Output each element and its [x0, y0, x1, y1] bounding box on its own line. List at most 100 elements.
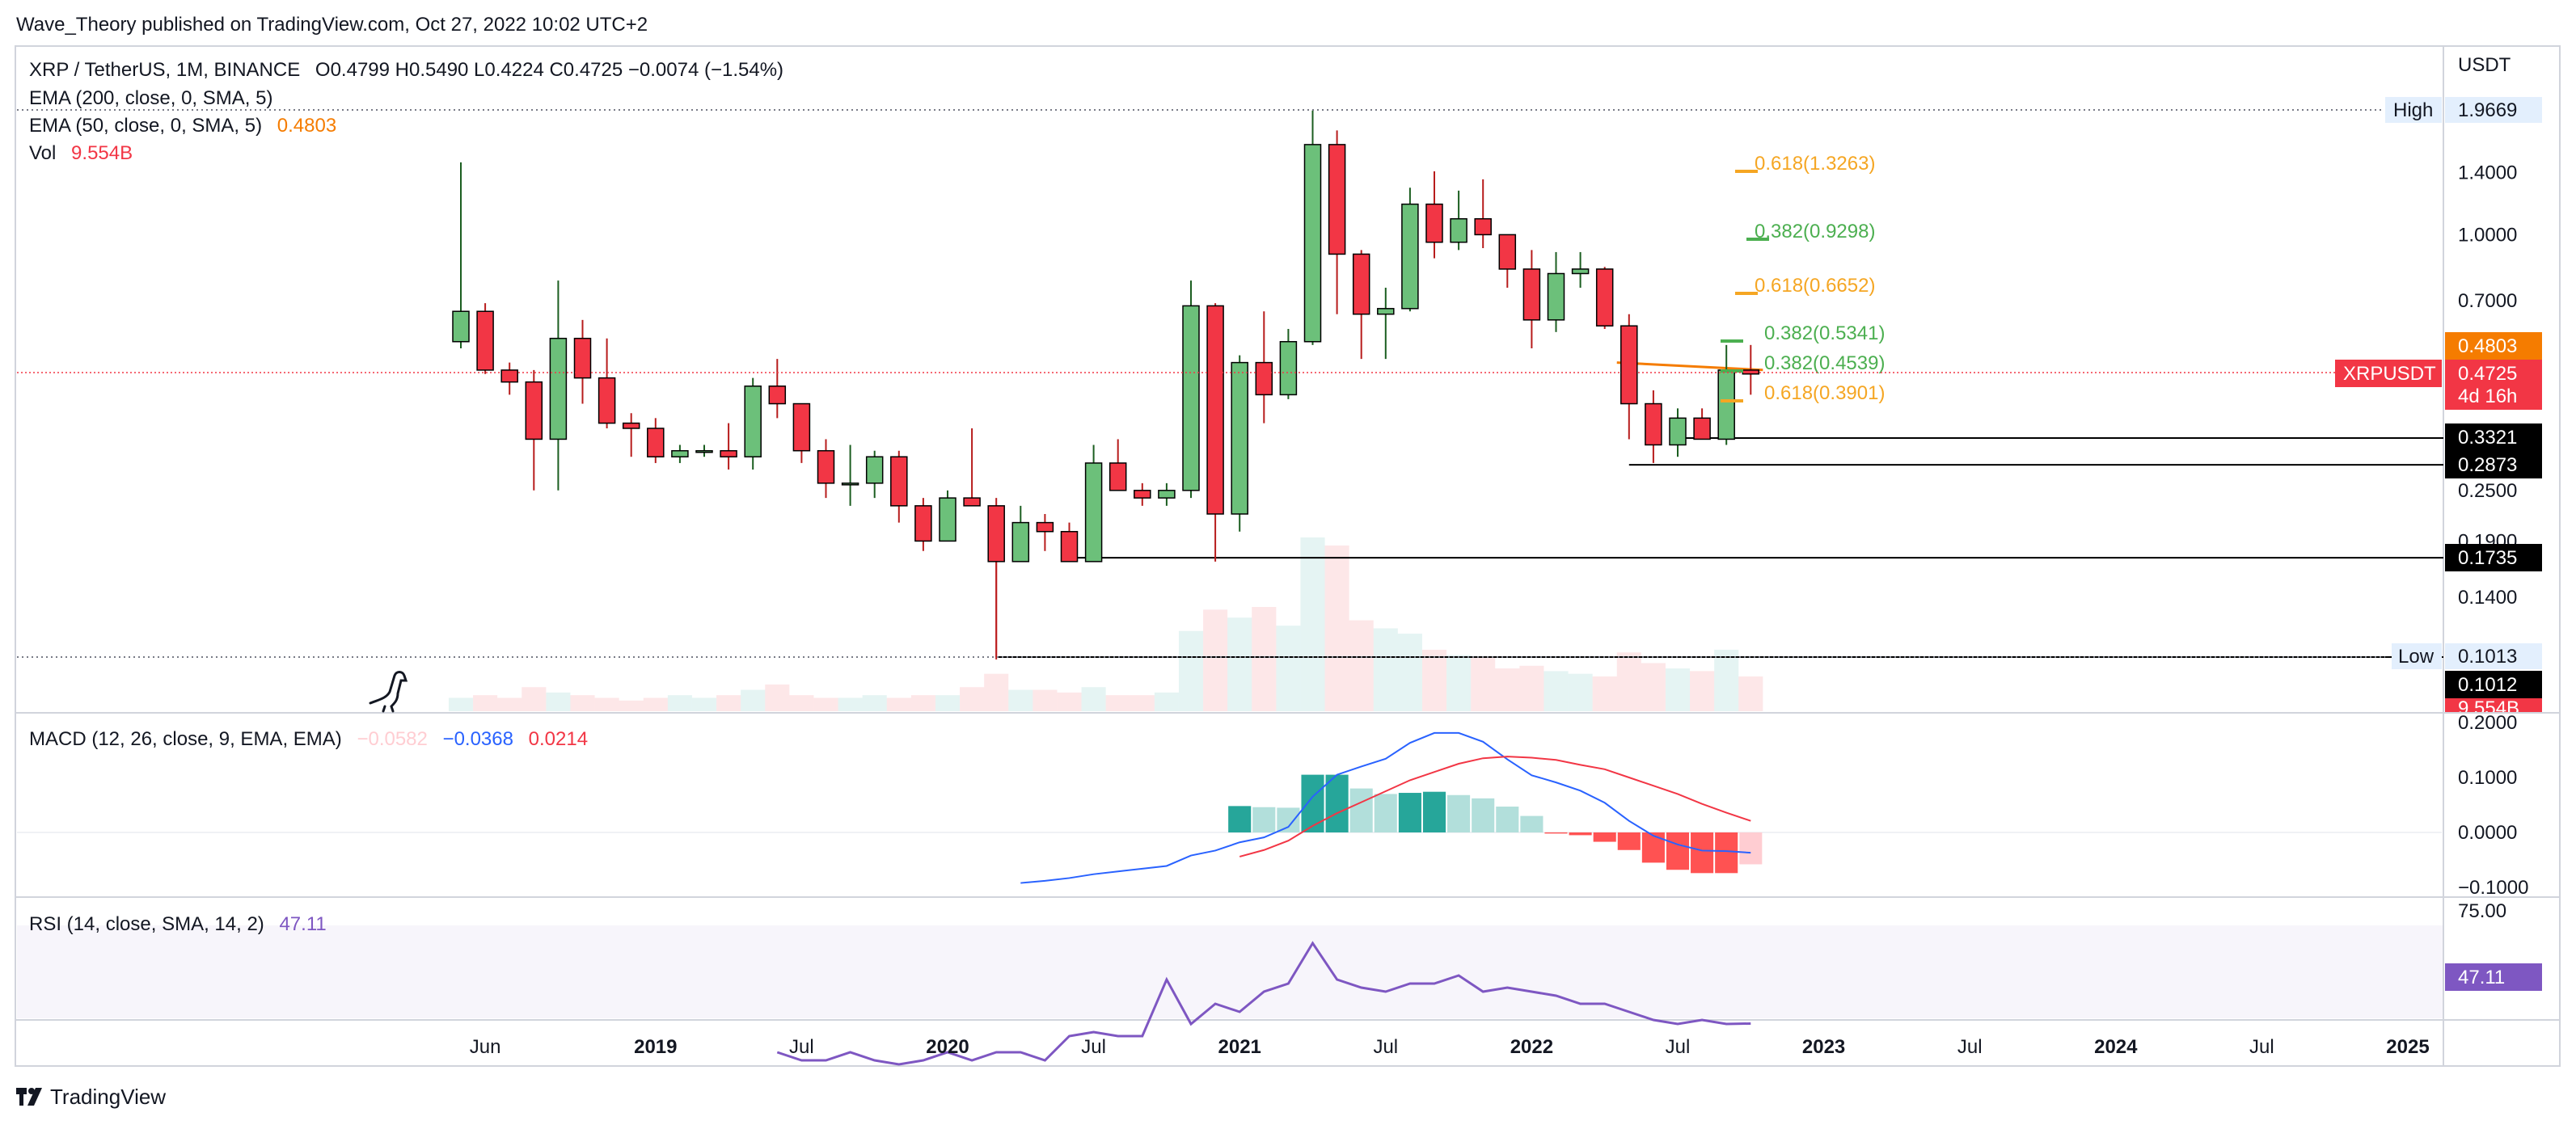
candle-body	[1595, 268, 1614, 327]
countdown-text: 4d 16h	[2458, 386, 2517, 407]
candle-body	[695, 449, 713, 453]
volume-bar	[1714, 649, 1739, 711]
candle-body	[1450, 217, 1467, 243]
candle-body	[476, 310, 494, 371]
footer-brand[interactable]: TradingView	[50, 1085, 166, 1109]
time-tick-label: 2019	[634, 1036, 677, 1058]
candle-body	[1206, 305, 1224, 515]
dino-icon	[369, 671, 408, 713]
candle-body	[1279, 340, 1298, 396]
candle-body	[792, 402, 811, 452]
time-axis: Jun 2019 Jul 2020 Jul 2021 Jul 2022 Jul 2023 Jul 20…	[470, 1036, 2430, 1058]
volume-bar	[1300, 537, 1325, 711]
candle-body	[720, 449, 737, 457]
volume-bar	[1738, 676, 1763, 711]
macd-hist-bar	[1496, 807, 1519, 832]
volume-bar	[1154, 692, 1179, 711]
high-tag	[2385, 97, 2442, 123]
macd-hist-bar	[1325, 774, 1349, 832]
price-tick-label: 1.0000	[2458, 224, 2517, 246]
fib-level-label: 0.382(0.9298)	[1755, 221, 1875, 242]
ema200-label: EMA (200, close, 0, SMA, 5)	[29, 87, 272, 109]
time-tick-label: Jul	[1373, 1036, 1398, 1058]
level4-badge	[2445, 671, 2542, 698]
candle-body	[1522, 268, 1541, 321]
rsi-badge-text: 47.11	[2458, 967, 2505, 988]
symbol-legend[interactable]: XRP / TetherUS, 1M, BINANCE O0.4799 H0.5…	[29, 59, 783, 81]
rsi-line[interactable]	[776, 941, 1751, 1066]
volume-bar	[910, 695, 935, 711]
rsi-legend[interactable]: RSI (14, close, SMA, 14, 2) 47.11	[29, 913, 327, 935]
candle-body	[500, 369, 518, 383]
macd-hist-value: −0.0582	[357, 728, 427, 750]
ohlc-values: O0.4799 H0.5490 L0.4224 C0.4725 −0.0074 …	[315, 59, 783, 81]
volume-bar	[497, 697, 522, 711]
macd-layer	[17, 731, 2442, 884]
volume-bar	[1592, 676, 1617, 711]
macd-line[interactable]	[1020, 731, 1751, 884]
macd-hist-bar	[1544, 832, 1568, 834]
macd-hist-bar	[1715, 832, 1738, 874]
macd-hist-bar	[1593, 832, 1616, 842]
macd-hist-bar	[1398, 793, 1421, 832]
macd-hist-bar	[1617, 832, 1641, 850]
fib-level-label: 0.618(0.6652)	[1755, 275, 1875, 297]
symbol-name: XRP / TetherUS, 1M, BINANCE	[29, 59, 300, 81]
macd-tick-label: 0.0000	[2458, 822, 2517, 844]
ema50-line[interactable]	[1616, 361, 1763, 372]
volume-bar	[1495, 668, 1520, 711]
macd-hist-bar	[1569, 832, 1592, 836]
ema50-legend[interactable]: EMA (50, close, 0, SMA, 5) 0.4803	[29, 115, 336, 137]
candle-body	[1547, 272, 1565, 321]
volume-bar	[667, 695, 692, 711]
macd-legend[interactable]: MACD (12, 26, close, 9, EMA, EMA) −0.058…	[29, 728, 588, 750]
candle-body	[1352, 253, 1370, 315]
volume-bar	[1519, 665, 1544, 711]
time-tick-label: Jul	[789, 1036, 814, 1058]
candle-body	[865, 456, 884, 484]
candle-body	[963, 497, 981, 507]
macd-tick-label: 0.2000	[2458, 712, 2517, 734]
candle-body	[647, 428, 665, 457]
signal-value: 0.0214	[529, 728, 588, 750]
level2-badge-text: 0.2873	[2458, 454, 2517, 476]
ema50-badge-text: 0.4803	[2458, 335, 2517, 357]
candle-body	[1084, 462, 1103, 562]
volume-bar	[765, 684, 790, 711]
macd-label: MACD (12, 26, close, 9, EMA, EMA)	[29, 728, 342, 750]
last-price-badge-text: 0.4725	[2458, 363, 2517, 385]
candle-body	[744, 386, 762, 457]
price-tick-label: 0.7000	[2458, 290, 2517, 312]
ema50-label: EMA (50, close, 0, SMA, 5)	[29, 115, 262, 137]
low-tag	[2392, 643, 2442, 669]
signal-line[interactable]	[1239, 756, 1751, 857]
macd-hist-bar	[1228, 806, 1252, 832]
vol-legend[interactable]: Vol 9.554B	[29, 142, 133, 164]
candle-body	[768, 386, 787, 405]
candle-body	[622, 422, 640, 429]
volume-bar	[935, 695, 961, 711]
volume-bar	[789, 695, 814, 711]
volume-bar	[1665, 668, 1691, 711]
volume-bar	[1276, 626, 1301, 711]
vol-value: 9.554B	[71, 142, 133, 164]
level3-badge-text: 0.1735	[2458, 547, 2517, 569]
volume-bar	[570, 695, 595, 711]
price-tick-label: 0.2500	[2458, 480, 2517, 502]
ema200-legend[interactable]: EMA (200, close, 0, SMA, 5)	[29, 87, 272, 109]
candle-body	[1182, 305, 1200, 491]
rsi-band	[17, 925, 2443, 1018]
macd-hist-bar	[1447, 794, 1471, 832]
symbol-badge-text: XRPUSDT	[2343, 363, 2436, 385]
volume-bar	[838, 697, 863, 711]
volume-bar	[1446, 655, 1472, 711]
time-tick-label: 2024	[2094, 1036, 2138, 1058]
volume-bar	[448, 697, 474, 711]
time-tick-label: 2025	[2386, 1036, 2429, 1058]
vol-badge-text: 9.554B	[2458, 697, 2519, 719]
volume-bar	[1421, 649, 1447, 711]
candle-body	[914, 505, 932, 542]
macd-hist-bar	[1666, 832, 1690, 870]
low-label: Low	[2398, 646, 2435, 668]
